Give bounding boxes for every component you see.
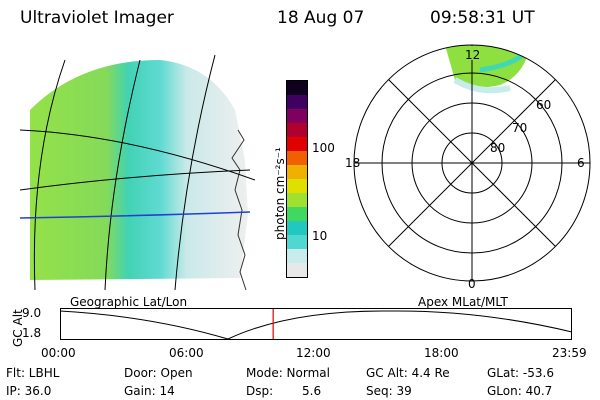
timeline-left-title: Geographic Lat/Lon (70, 295, 188, 309)
timeline-x-tick-1800: 18:00 (424, 346, 459, 360)
meridian-line (104, 59, 141, 290)
lat-label-70: 70 (512, 121, 527, 135)
gc-alt-info: GC Alt: 4.4 Re (366, 366, 450, 380)
date-label: 18 Aug 07 (277, 8, 365, 28)
meridian-line (174, 54, 216, 290)
colorbar-segment (287, 235, 307, 249)
timeline-x-tick-2359: 23:59 (552, 346, 587, 360)
timeline-x-tick-1200: 12:00 (296, 346, 331, 360)
mlt-label-0: 0 (468, 277, 476, 290)
altitude-timeline (60, 308, 573, 340)
colorbar-segment (287, 137, 307, 151)
meridian-line (33, 59, 66, 290)
lat-label-60: 60 (536, 98, 551, 112)
dsp-value: 5.6 (302, 384, 322, 398)
filter-info: Flt: LBHL (6, 366, 60, 380)
timeline-x-tick-0600: 06:00 (169, 346, 204, 360)
colorbar-segment (287, 249, 307, 263)
mlt-label-18: 18 (345, 156, 360, 170)
gain-info: Gain: 14 (124, 384, 175, 398)
timeline-right-title: Apex MLat/MLT (418, 295, 508, 309)
colorbar-segment (287, 151, 307, 165)
colorbar-segment (287, 263, 307, 277)
seq-info: Seq: 39 (366, 384, 412, 398)
colorbar-segment (287, 95, 307, 109)
door-info: Door: Open (124, 366, 193, 380)
colorbar-segment (287, 109, 307, 123)
latitude-line (20, 169, 251, 191)
colorbar-segment (287, 221, 307, 235)
colorbar-unit-label: photon cm⁻²s⁻¹ (273, 147, 287, 240)
coastline (231, 129, 247, 290)
mlt-label-6: 6 (577, 156, 585, 170)
lat-label-80: 80 (490, 141, 505, 155)
timeline-x-tick-0000: 00:00 (41, 346, 76, 360)
glon-info: GLon: 40.7 (487, 384, 553, 398)
colorbar-tick-100: 100 (312, 141, 335, 155)
colorbar-segment (287, 81, 307, 95)
aurora-region (30, 60, 248, 280)
latitude-line (20, 129, 256, 181)
colorbar-segment (287, 123, 307, 137)
mlt-label-12: 12 (465, 48, 480, 62)
geographic-image (20, 54, 256, 290)
time-label: 09:58:31 UT (430, 8, 535, 28)
ip-info: IP: 36.0 (6, 384, 52, 398)
altitude-curve (60, 310, 573, 340)
instrument-title: Ultraviolet Imager (20, 8, 174, 28)
colorbar-segment (287, 165, 307, 179)
timeline-y-tick-9: 9.0 (22, 306, 42, 320)
equator-line (20, 211, 251, 219)
colorbar-tick-10: 10 (312, 229, 328, 243)
timeline-y-tick-1: 1.8 (22, 326, 42, 340)
colorbar-segment (287, 193, 307, 207)
colorbar (286, 80, 308, 278)
mode-info: Mode: Normal (246, 366, 330, 380)
colorbar-segment (287, 179, 307, 193)
dsp-label: Dsp: (246, 384, 274, 398)
glat-info: GLat: -53.6 (487, 366, 554, 380)
polar-plot: 12 18 6 0 60 70 80 (345, 44, 591, 290)
colorbar-segment (287, 207, 307, 221)
